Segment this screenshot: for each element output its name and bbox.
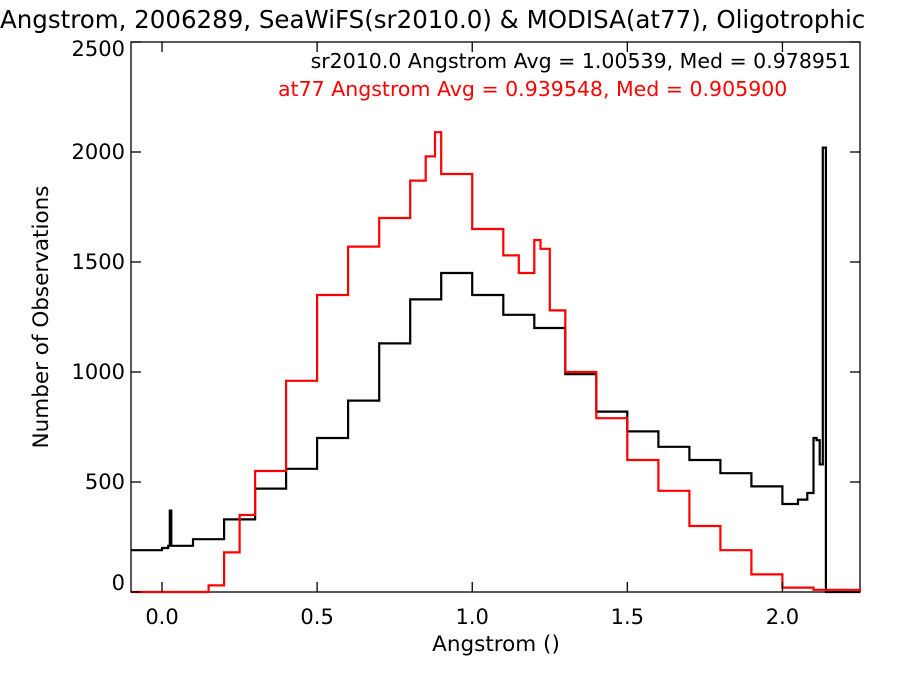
y-tick-label: 2000 bbox=[72, 140, 125, 164]
y-tick-label: 1000 bbox=[72, 360, 125, 384]
x-tick-label: 0.0 bbox=[145, 605, 178, 629]
series-line-1 bbox=[131, 131, 862, 594]
annotation-at77-stats: at77 Angstrom Avg = 0.939548, Med = 0.90… bbox=[278, 77, 787, 101]
y-tick-label: 2500 bbox=[72, 37, 125, 61]
y-tick-label: 1500 bbox=[72, 250, 125, 274]
series-layer bbox=[131, 131, 862, 594]
y-tick-label: 500 bbox=[85, 470, 125, 494]
x-tick-label: 1.5 bbox=[611, 605, 644, 629]
y-axis-ticks: 0 500 1000 1500 2000 2500 bbox=[72, 37, 860, 595]
x-tick-label: 2.0 bbox=[766, 605, 799, 629]
x-tick-label: 0.5 bbox=[300, 605, 333, 629]
chart-title: Angstrom, 2006289, SeaWiFS(sr2010.0) & M… bbox=[0, 5, 865, 34]
y-tick-label: 0 bbox=[112, 571, 125, 595]
plot-frame bbox=[130, 41, 861, 593]
series-line-0 bbox=[131, 146, 860, 594]
x-tick-label: 1.0 bbox=[456, 605, 489, 629]
y-axis-label: Number of Observations bbox=[29, 186, 54, 449]
annotation-sr2010-stats: sr2010.0 Angstrom Avg = 1.00539, Med = 0… bbox=[311, 49, 851, 73]
x-axis-ticks: 0.0 0.5 1.0 1.5 2.0 bbox=[145, 42, 799, 629]
x-axis-label: Angstrom () bbox=[432, 632, 560, 657]
